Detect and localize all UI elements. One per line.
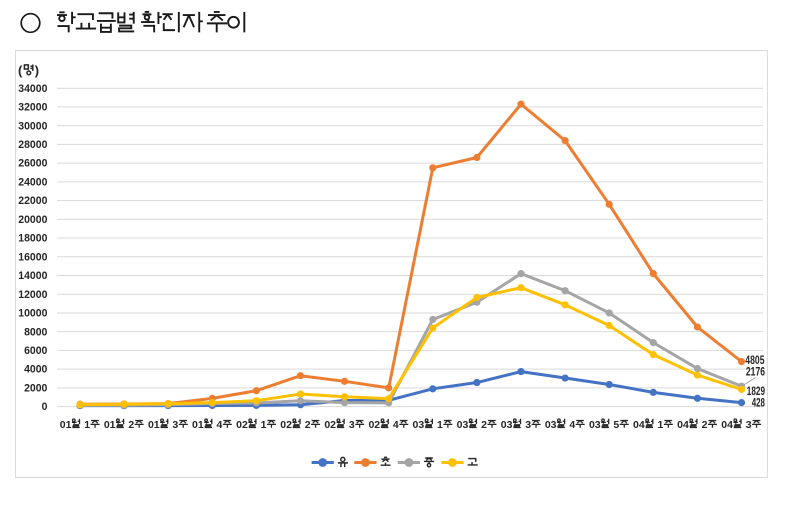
svg-text:4000: 4000: [24, 364, 47, 376]
svg-text:02: 02: [368, 419, 380, 431]
svg-text:3: 3: [746, 419, 752, 431]
svg-text:04: 04: [633, 419, 645, 431]
svg-text:2: 2: [702, 419, 708, 431]
svg-text:(: (: [18, 63, 23, 78]
svg-text:3: 3: [525, 419, 531, 431]
svg-text:1: 1: [437, 419, 443, 431]
svg-text:03: 03: [545, 419, 557, 431]
svg-text:12000: 12000: [18, 289, 47, 301]
svg-text:): ): [35, 63, 39, 78]
svg-text:03: 03: [457, 419, 469, 431]
svg-text:3: 3: [349, 419, 355, 431]
svg-text:3: 3: [172, 419, 178, 431]
svg-text:1: 1: [658, 419, 664, 431]
svg-text:4: 4: [569, 419, 575, 431]
svg-text:04: 04: [721, 419, 733, 431]
svg-text:10000: 10000: [18, 308, 47, 320]
svg-text:4: 4: [393, 419, 399, 431]
svg-text:0: 0: [42, 401, 48, 413]
svg-text:24000: 24000: [18, 176, 47, 188]
svg-text:18000: 18000: [18, 233, 47, 245]
svg-text:01: 01: [60, 419, 72, 431]
svg-text:6000: 6000: [24, 345, 47, 357]
svg-text:2: 2: [128, 419, 134, 431]
svg-text:02: 02: [236, 419, 248, 431]
svg-text:1: 1: [261, 419, 267, 431]
svg-text:03: 03: [501, 419, 513, 431]
svg-text:8000: 8000: [24, 326, 47, 338]
svg-text:26000: 26000: [18, 158, 47, 170]
svg-text:1829: 1829: [747, 386, 765, 398]
svg-text:02: 02: [280, 419, 292, 431]
svg-text:14000: 14000: [18, 270, 47, 282]
svg-text:01: 01: [104, 419, 116, 431]
svg-text:20000: 20000: [18, 214, 47, 226]
svg-text:2: 2: [305, 419, 311, 431]
svg-text:2000: 2000: [24, 382, 47, 394]
svg-text:01: 01: [192, 419, 204, 431]
svg-text:34000: 34000: [18, 83, 47, 95]
svg-text:30000: 30000: [18, 120, 47, 132]
svg-text:22000: 22000: [18, 195, 47, 207]
svg-text:03: 03: [589, 419, 601, 431]
svg-text:03: 03: [413, 419, 425, 431]
svg-text:32000: 32000: [18, 102, 47, 114]
svg-text:04: 04: [677, 419, 689, 431]
svg-text:4805: 4805: [745, 355, 765, 367]
svg-text:5: 5: [613, 419, 619, 431]
svg-text:01: 01: [148, 419, 160, 431]
svg-text:2176: 2176: [746, 366, 765, 378]
svg-text:28000: 28000: [18, 139, 47, 151]
svg-text:428: 428: [752, 398, 766, 410]
svg-text:4: 4: [217, 419, 223, 431]
svg-text:16000: 16000: [18, 251, 47, 263]
svg-text:1: 1: [84, 419, 90, 431]
svg-text:2: 2: [481, 419, 487, 431]
svg-text:02: 02: [324, 419, 336, 431]
